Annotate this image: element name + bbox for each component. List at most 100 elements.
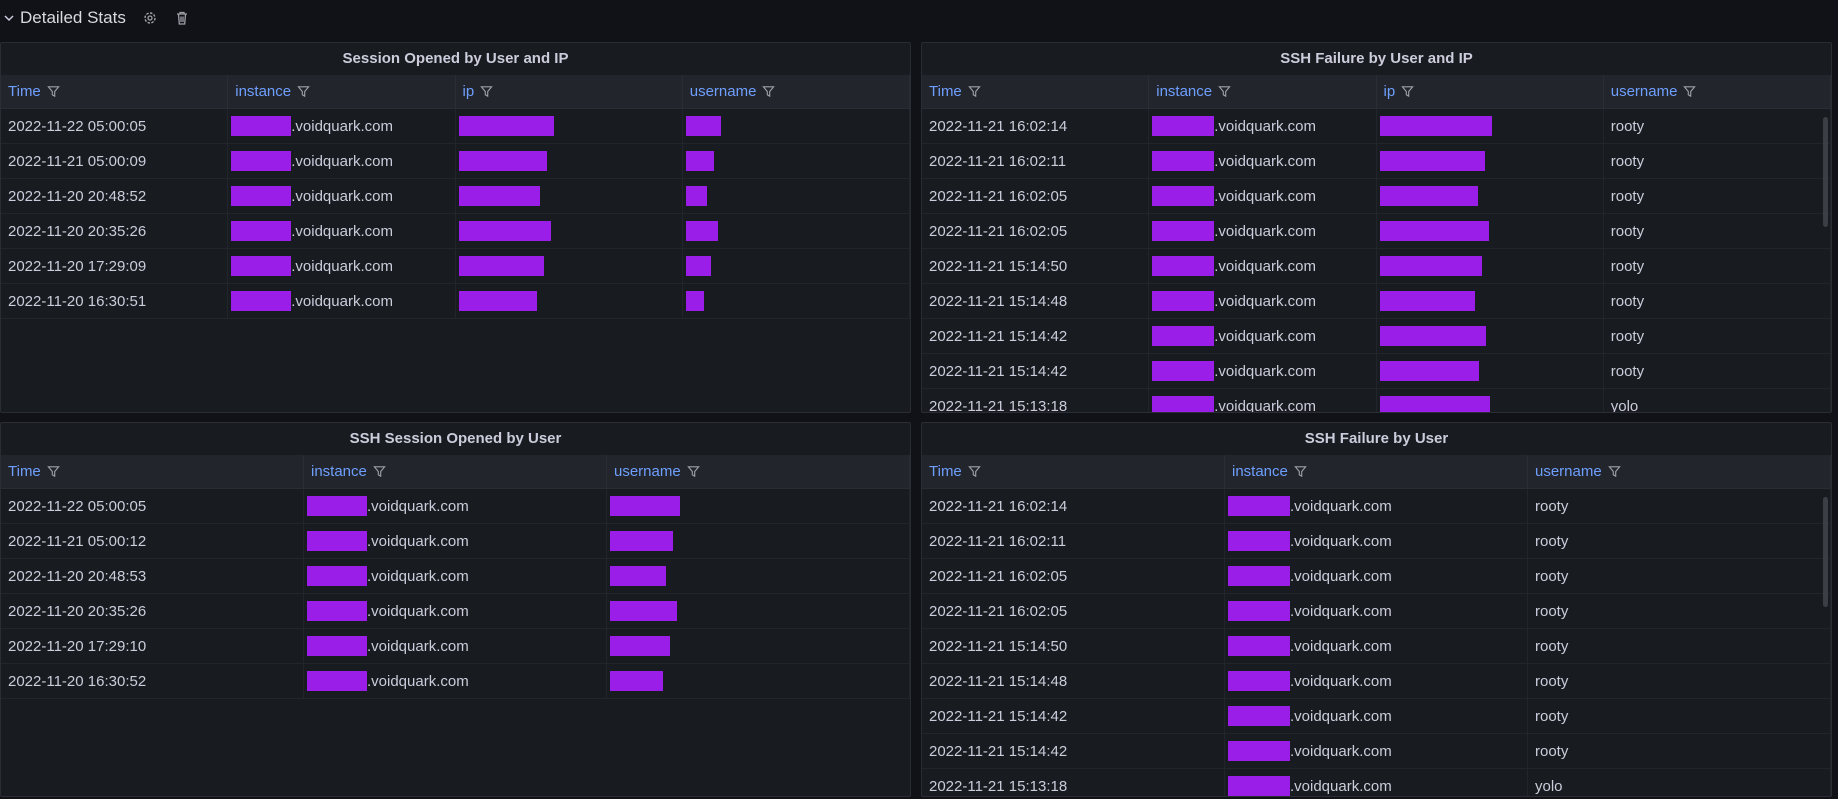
cell-text: rooty: [1610, 152, 1645, 170]
table-cell: 2022-11-20 16:30:51: [1, 284, 229, 318]
table-cell: [607, 524, 910, 558]
table-cell: [607, 489, 910, 523]
table-cell: 2022-11-21 16:02:14: [922, 109, 1150, 143]
filter-icon[interactable]: [1401, 85, 1414, 98]
filter-icon[interactable]: [46, 85, 60, 98]
cell-text: .voidquark.com: [1214, 222, 1316, 240]
redacted-block: [231, 256, 292, 276]
redacted-block: [1379, 151, 1485, 171]
cell-text: rooty: [1610, 187, 1645, 205]
redacted-block: [1379, 256, 1482, 276]
column-name[interactable]: Time: [929, 83, 962, 100]
scrollbar[interactable]: [1823, 117, 1828, 227]
redacted-block: [1152, 116, 1215, 136]
filter-icon[interactable]: [1294, 465, 1307, 478]
cell-text: 2022-11-21 16:02:11: [929, 532, 1067, 550]
cell-text: .voidquark.com: [1214, 362, 1316, 380]
filter-icon[interactable]: [1607, 465, 1621, 478]
column-header[interactable]: ip: [1377, 75, 1604, 108]
redacted-block: [307, 601, 367, 621]
table-cell: .voidquark.com: [228, 179, 456, 213]
filter-icon[interactable]: [373, 465, 386, 478]
column-header[interactable]: ip: [456, 75, 683, 108]
filter-icon[interactable]: [762, 85, 776, 98]
table-cell: .voidquark.com: [228, 214, 456, 248]
column-name[interactable]: username: [1535, 463, 1602, 480]
table-row: 2022-11-21 16:02:05 .voidquark.com rooty: [922, 559, 1831, 594]
cell-text: .voidquark.com: [367, 672, 469, 690]
column-header[interactable]: Time: [922, 75, 1150, 108]
table-row: 2022-11-20 17:29:10 .voidquark.com: [1, 629, 910, 664]
filter-icon[interactable]: [967, 85, 981, 98]
table-panel: SSH Failure by User Time instance username 2…: [921, 422, 1832, 797]
filter-icon[interactable]: [480, 85, 493, 98]
column-header[interactable]: instance: [304, 455, 607, 488]
column-header[interactable]: Time: [1, 75, 229, 108]
filter-icon[interactable]: [297, 85, 310, 98]
table-header: Time instance username: [922, 455, 1831, 489]
table-row: 2022-11-21 16:02:14 .voidquark.com rooty: [922, 109, 1831, 144]
cell-text: .voidquark.com: [1290, 637, 1392, 655]
table-row: 2022-11-20 16:30:52 .voidquark.com: [1, 664, 910, 699]
collapse-chevron[interactable]: [4, 13, 14, 23]
row-header: Detailed Stats: [0, 0, 190, 36]
row-title[interactable]: Detailed Stats: [20, 8, 126, 27]
column-name[interactable]: username: [689, 83, 757, 100]
column-name[interactable]: username: [614, 463, 681, 480]
cell-text: rooty: [1610, 222, 1645, 240]
redacted-block: [610, 671, 663, 691]
cell-text: yolo: [1535, 777, 1563, 795]
redacted-block: [1379, 221, 1489, 241]
column-name[interactable]: instance: [1156, 83, 1213, 100]
table-cell: .voidquark.com: [228, 284, 456, 318]
table-row: 2022-11-21 16:02:11 .voidquark.com rooty: [922, 144, 1831, 179]
scrollbar[interactable]: [1823, 497, 1828, 607]
column-header[interactable]: username: [1604, 75, 1831, 108]
redacted-block: [1379, 291, 1475, 311]
filter-icon[interactable]: [46, 465, 60, 478]
filter-icon[interactable]: [967, 465, 981, 478]
cell-text: .voidquark.com: [1290, 707, 1392, 725]
column-header[interactable]: username: [683, 75, 910, 108]
table-cell: .voidquark.com: [1149, 319, 1377, 353]
column-name[interactable]: Time: [929, 463, 962, 480]
redacted-block: [1228, 636, 1290, 656]
delete-icon[interactable]: [174, 10, 190, 26]
panel-title[interactable]: Session Opened by User and IP: [342, 50, 569, 67]
table-cell: 2022-11-21 15:13:18: [922, 389, 1150, 412]
table-row: 2022-11-20 17:29:09 .voidquark.com: [1, 249, 910, 284]
column-name[interactable]: instance: [311, 463, 367, 480]
panel-title[interactable]: SSH Failure by User: [1304, 430, 1449, 447]
table-panel: Session Opened by User and IP Time instanc…: [0, 42, 911, 413]
cell-text: rooty: [1535, 497, 1569, 515]
table-cell: [607, 629, 910, 663]
redacted-block: [1379, 361, 1479, 381]
table-row: 2022-11-21 15:14:48 .voidquark.com rooty: [922, 284, 1831, 319]
table-cell: .voidquark.com: [228, 144, 456, 178]
panel-title[interactable]: SSH Session Opened by User: [349, 430, 562, 447]
column-header[interactable]: username: [607, 455, 910, 488]
table-cell: [1377, 389, 1604, 412]
cell-text: .voidquark.com: [1214, 187, 1316, 205]
settings-icon[interactable]: [142, 10, 158, 26]
filter-icon[interactable]: [1218, 85, 1231, 98]
column-header[interactable]: Time: [922, 455, 1225, 488]
panel-title[interactable]: SSH Failure by User and IP: [1280, 50, 1473, 67]
filter-icon[interactable]: [686, 465, 700, 478]
table-cell: .voidquark.com: [1225, 769, 1528, 796]
column-name[interactable]: ip: [1383, 83, 1396, 100]
table-cell: .voidquark.com: [304, 489, 607, 523]
column-header[interactable]: instance: [1149, 75, 1377, 108]
table-cell: .voidquark.com: [1149, 214, 1377, 248]
column-header[interactable]: instance: [228, 75, 456, 108]
column-header[interactable]: instance: [1225, 455, 1528, 488]
column-name[interactable]: Time: [8, 83, 41, 100]
column-name[interactable]: ip: [462, 83, 475, 100]
column-name[interactable]: username: [1610, 83, 1678, 100]
column-header[interactable]: username: [1528, 455, 1831, 488]
filter-icon[interactable]: [1683, 85, 1697, 98]
column-name[interactable]: instance: [235, 83, 292, 100]
column-header[interactable]: Time: [1, 455, 304, 488]
column-name[interactable]: Time: [8, 463, 41, 480]
column-name[interactable]: instance: [1232, 463, 1288, 480]
